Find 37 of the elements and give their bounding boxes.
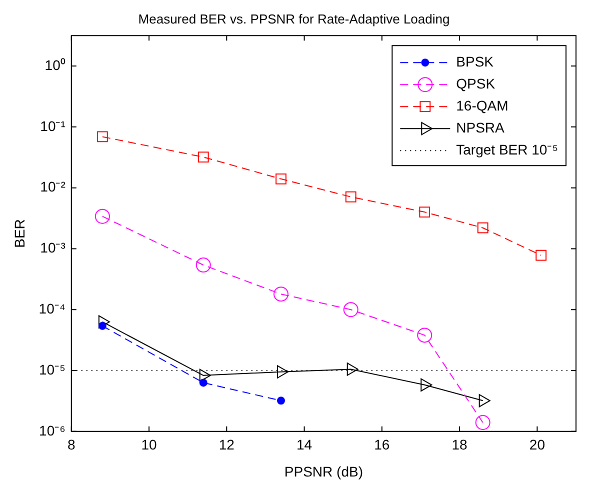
legend-label: BPSK (456, 53, 494, 70)
point (276, 173, 286, 184)
x-tick-label: 10 (141, 436, 158, 453)
point (475, 415, 490, 430)
point (273, 286, 288, 302)
y-tick-label: 10⁻² (40, 178, 66, 195)
y-tick-label: 10⁻¹ (40, 118, 66, 134)
x-tick-label: 16 (374, 436, 390, 453)
x-axis-title: PPSNR (dB) (284, 463, 363, 480)
point (96, 131, 108, 142)
point (196, 258, 211, 273)
y-tick-label: 10⁻⁶ (39, 422, 66, 438)
y-axis-title: BER (11, 219, 28, 248)
x-tick-label: 18 (452, 436, 468, 453)
point (276, 396, 285, 405)
point (343, 302, 358, 318)
point (536, 250, 547, 261)
point (345, 191, 356, 202)
legend-label: Target BER 10⁻⁵ (456, 141, 558, 158)
point (417, 328, 432, 343)
point (198, 152, 209, 163)
legend-label: 16-QAM (456, 97, 508, 114)
y-tick-label: 10⁻⁴ (38, 300, 66, 316)
x-tick-label: 12 (218, 436, 235, 453)
chart-title: Measured BER vs. PPSNR for Rate-Adaptive Loading (138, 11, 450, 26)
y-tick-label: 10⁻⁵ (38, 361, 66, 378)
x-tick-label: 8 (67, 436, 76, 453)
point (419, 206, 430, 218)
y-tick-label: 10⁻³ (40, 240, 66, 256)
x-tick-label: 14 (296, 436, 312, 453)
legend-label: QPSK (456, 75, 496, 92)
x-tick-label: 20 (529, 436, 546, 453)
legend-label: NPSRA (456, 119, 506, 136)
y-tick-label: 10⁰ (44, 56, 66, 73)
point (94, 208, 110, 224)
point (477, 222, 488, 234)
point (199, 378, 208, 387)
